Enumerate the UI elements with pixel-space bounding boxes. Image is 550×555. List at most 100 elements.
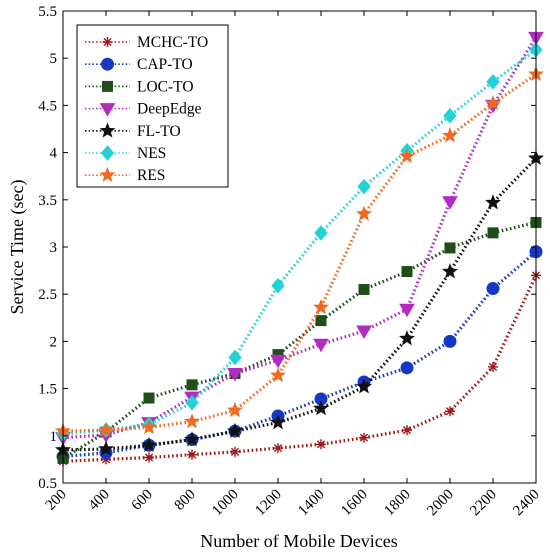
data-point-deepedge xyxy=(227,367,243,382)
data-point-loc-to xyxy=(401,266,413,278)
data-point-mchc-to xyxy=(445,406,455,417)
data-point-fl-to xyxy=(442,263,458,279)
x-tick-label: 1400 xyxy=(295,487,328,520)
y-tick-label: 2.5 xyxy=(38,287,57,303)
data-point-mchc-to xyxy=(402,425,412,436)
legend-label-deepedge: DeepEdge xyxy=(137,101,202,118)
data-point-res xyxy=(270,366,286,383)
legend-item-cap-to: CAP-TO xyxy=(85,56,193,73)
x-tick-label: 400 xyxy=(86,487,113,514)
data-point-fl-to xyxy=(270,414,286,430)
data-point-res xyxy=(442,127,458,143)
data-point-fl-to xyxy=(313,400,329,416)
data-point-fl-to xyxy=(141,436,157,453)
data-point-mchc-to xyxy=(230,446,240,457)
data-point-nes xyxy=(271,277,285,294)
series-res xyxy=(55,65,544,438)
x-tick-label: 1600 xyxy=(338,487,371,520)
data-point-deepedge xyxy=(356,325,372,340)
data-point-deepedge xyxy=(270,354,286,369)
series-layer xyxy=(55,31,544,467)
y-tick-label: 2 xyxy=(50,334,58,350)
data-point-fl-to xyxy=(399,330,415,346)
data-point-cap-to xyxy=(400,361,414,375)
data-point-deepedge xyxy=(442,196,458,210)
data-point-nes xyxy=(228,349,242,366)
legend-item-mchc-to: MCHC-TO xyxy=(85,34,208,51)
legend-label-res: RES xyxy=(137,167,165,184)
legend-item-fl-to: FL-TO xyxy=(85,122,181,140)
x-tick-label: 2400 xyxy=(510,487,543,520)
data-point-res xyxy=(98,421,114,437)
data-point-fl-to xyxy=(98,440,114,456)
data-point-nes xyxy=(357,178,371,195)
legend-label-mchc-to: MCHC-TO xyxy=(137,34,208,51)
legend-marker-loc-to xyxy=(102,80,113,92)
data-point-fl-to xyxy=(356,378,372,394)
x-tick-label: 2200 xyxy=(467,487,500,520)
legend-item-res: RES xyxy=(85,166,165,184)
data-point-mchc-to xyxy=(187,449,197,460)
legend-marker-nes xyxy=(100,145,115,161)
data-point-loc-to xyxy=(186,379,198,391)
data-point-res xyxy=(184,413,200,429)
y-tick-label: 1.5 xyxy=(38,382,57,398)
y-tick-label: 5.5 xyxy=(38,4,57,20)
data-point-nes xyxy=(314,225,328,241)
data-point-res xyxy=(485,95,501,111)
data-point-cap-to xyxy=(443,334,457,348)
data-point-loc-to xyxy=(315,315,327,327)
data-point-res xyxy=(313,299,329,315)
data-point-mchc-to xyxy=(359,432,369,443)
data-point-res xyxy=(399,147,415,164)
y-tick-label: 3.5 xyxy=(38,193,57,209)
data-point-deepedge xyxy=(313,338,329,353)
data-point-fl-to xyxy=(184,431,200,447)
data-point-loc-to xyxy=(143,392,155,404)
data-point-fl-to xyxy=(227,422,243,438)
series-line-loc-to xyxy=(62,220,537,460)
data-point-res xyxy=(141,418,157,435)
legend-marker-fl-to xyxy=(99,122,116,138)
legend-marker-res xyxy=(99,166,116,182)
legend-marker-deepedge xyxy=(99,103,116,117)
series-line-fl-to xyxy=(62,157,538,452)
data-point-loc-to xyxy=(487,227,499,239)
x-tick-label: 600 xyxy=(129,487,156,514)
legend-marker-mchc-to xyxy=(102,37,113,47)
data-point-mchc-to xyxy=(273,443,283,454)
series-mchc-to xyxy=(58,270,541,467)
x-axis-title: Number of Mobile Devices xyxy=(200,531,397,551)
data-point-mchc-to xyxy=(488,361,498,372)
y-tick-label: 0.5 xyxy=(38,476,57,492)
x-tick-label: 1200 xyxy=(252,487,285,520)
data-point-loc-to xyxy=(358,283,370,295)
data-point-fl-to xyxy=(485,194,501,210)
data-point-nes xyxy=(443,108,457,124)
series-line-res xyxy=(62,72,537,433)
data-point-res xyxy=(227,401,243,418)
y-tick-label: 1 xyxy=(50,429,58,445)
x-tick-label: 2000 xyxy=(424,487,457,520)
y-tick-label: 4 xyxy=(50,146,58,162)
y-tick-label: 5 xyxy=(50,51,58,67)
data-point-mchc-to xyxy=(144,452,154,463)
data-point-deepedge xyxy=(399,303,415,318)
y-tick-label: 4.5 xyxy=(38,98,57,114)
legend-marker-cap-to xyxy=(101,57,114,71)
data-point-res xyxy=(356,205,372,221)
data-point-cap-to xyxy=(486,282,500,296)
data-point-mchc-to xyxy=(101,454,111,465)
legend: MCHC-TO CAP-TO LOC-TO DeepEdge FL-TO NES RES xyxy=(76,24,229,188)
legend-item-nes: NES xyxy=(85,145,166,162)
legend-label-nes: NES xyxy=(137,145,166,162)
data-point-mchc-to xyxy=(316,439,326,450)
legend-label-cap-to: CAP-TO xyxy=(137,56,193,73)
y-tick-label: 3 xyxy=(50,240,58,256)
y-axis-title: Service Time (sec) xyxy=(7,180,28,315)
series-line-deepedge xyxy=(62,36,538,440)
x-tick-label: 1800 xyxy=(381,487,414,520)
legend-label-fl-to: FL-TO xyxy=(137,123,181,140)
